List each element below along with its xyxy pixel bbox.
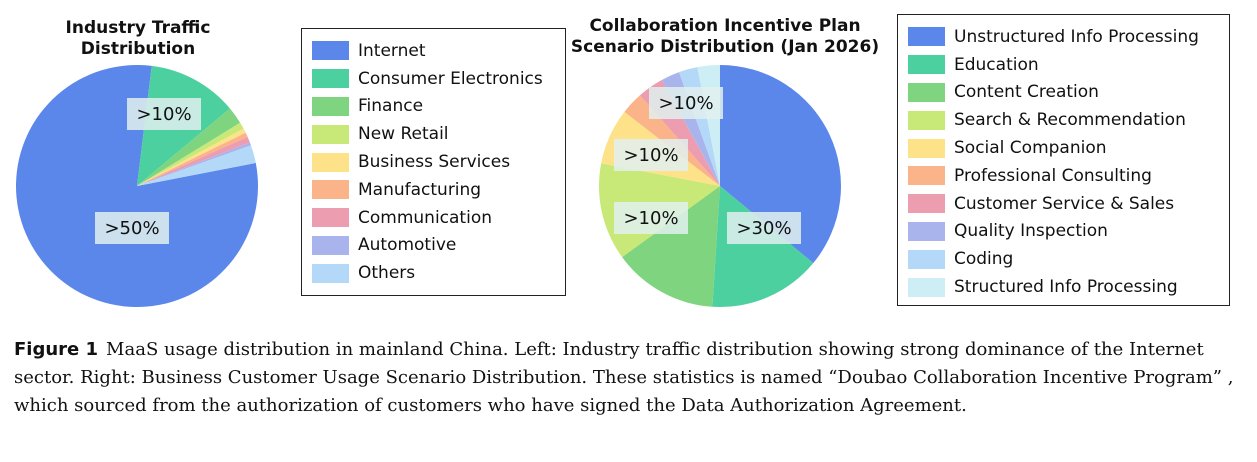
legend-item: Structured Info Processing xyxy=(908,273,1229,301)
legend-label: Automotive xyxy=(358,235,457,256)
legend-swatch xyxy=(312,152,349,172)
legend-item: New Retail xyxy=(312,120,565,148)
slice-label-background xyxy=(127,98,201,130)
legend-item: Business Services xyxy=(312,148,565,176)
pie-slice-others xyxy=(137,145,256,186)
caption-text: MaaS usage distribution in mainland Chin… xyxy=(14,339,1234,416)
legend-item: Others xyxy=(312,259,565,287)
legend-swatch xyxy=(908,55,945,75)
legend-label: Search & Recommendation xyxy=(954,110,1186,131)
legend-swatch xyxy=(312,208,349,228)
legend-label: Structured Info Processing xyxy=(954,277,1178,298)
legend-label: New Retail xyxy=(358,124,449,145)
legend-label: Business Services xyxy=(358,152,511,173)
legend-swatch xyxy=(312,96,349,116)
left-pie-chart: >50% >10% xyxy=(15,65,258,307)
legend-swatch xyxy=(908,82,945,102)
figure-caption: Figure 1 MaaS usage distribution in mainl… xyxy=(14,336,1242,420)
right-chart-title: Collaboration Incentive Plan Scenario Di… xyxy=(570,16,880,57)
legend-item: Social Companion xyxy=(908,134,1229,162)
caption-label: Figure 1 xyxy=(14,339,99,360)
legend-label: Customer Service & Sales xyxy=(954,193,1175,214)
pie-slice-business-services xyxy=(137,128,246,186)
pie-slice-content-creation xyxy=(622,186,720,307)
legend-item: Unstructured Info Processing xyxy=(908,23,1229,51)
slice-label: >30% xyxy=(736,218,791,239)
slice-label-background xyxy=(95,212,169,244)
legend-label: Unstructured Info Processing xyxy=(954,26,1199,47)
pie-slice-internet xyxy=(15,65,258,307)
legend-label: Manufacturing xyxy=(358,179,482,200)
legend-label: Content Creation xyxy=(954,82,1099,103)
legend-swatch xyxy=(312,235,349,255)
legend-swatch xyxy=(312,263,349,283)
slice-label: >50% xyxy=(104,218,159,239)
legend-label: Consumer Electronics xyxy=(358,68,543,89)
slice-label-background xyxy=(614,139,688,171)
legend-label: Education xyxy=(954,54,1039,75)
slice-label-background xyxy=(727,212,801,244)
legend-swatch xyxy=(908,194,945,214)
legend-label: Others xyxy=(358,263,416,284)
legend-swatch xyxy=(908,166,945,186)
left-chart-title: Industry Traffic Distribution xyxy=(65,18,211,59)
legend-item: Automotive xyxy=(312,232,565,260)
legend-item: Customer Service & Sales xyxy=(908,190,1229,218)
legend-item: Communication xyxy=(312,204,565,232)
legend-label: Quality Inspection xyxy=(954,221,1108,242)
legend-swatch xyxy=(908,249,945,269)
pie-charts: >50% >10% >30% >10% >10% >10% xyxy=(15,65,841,307)
legend-swatch xyxy=(312,41,349,61)
slice-label-background xyxy=(649,87,723,119)
legend-item: Consumer Electronics xyxy=(312,65,565,93)
legend-label: Social Companion xyxy=(954,138,1107,159)
legend-item: Professional Consulting xyxy=(908,162,1229,190)
right-legend: Unstructured Info Processing Education Con… xyxy=(897,14,1230,306)
legend-label: Communication xyxy=(358,207,492,228)
slice-label: >10% xyxy=(623,208,678,229)
legend-item: Manufacturing xyxy=(312,176,565,204)
legend-item: Content Creation xyxy=(908,79,1229,107)
legend-swatch xyxy=(908,138,945,158)
left-legend: Internet Consumer Electronics Finance New R… xyxy=(301,28,566,296)
pie-slice-finance xyxy=(137,108,241,186)
legend-item: Quality Inspection xyxy=(908,218,1229,246)
legend-label: Professional Consulting xyxy=(954,165,1152,186)
slice-label: >10% xyxy=(136,104,191,125)
pie-slice-unstructured-info-processing xyxy=(720,65,841,264)
legend-swatch xyxy=(312,69,349,89)
legend-swatch xyxy=(312,124,349,144)
right-pie-chart: >30% >10% >10% >10% xyxy=(599,65,841,307)
legend-item: Coding xyxy=(908,245,1229,273)
legend-swatch xyxy=(908,277,945,297)
legend-label: Coding xyxy=(954,249,1014,270)
legend-label: Internet xyxy=(358,40,426,61)
pie-slice-communication xyxy=(137,136,250,186)
legend-label: Finance xyxy=(358,96,424,117)
legend-item: Education xyxy=(908,51,1229,79)
legend-swatch xyxy=(908,110,945,130)
pie-slice-new-retail xyxy=(137,122,244,186)
slice-label: >10% xyxy=(658,93,713,114)
legend-item: Search & Recommendation xyxy=(908,106,1229,134)
slice-label-background xyxy=(614,202,688,234)
legend-item: Finance xyxy=(312,93,565,121)
pie-slice-manufacturing xyxy=(137,132,248,186)
legend-swatch xyxy=(908,221,945,241)
slice-label: >10% xyxy=(623,145,678,166)
legend-swatch xyxy=(908,27,945,47)
legend-swatch xyxy=(312,180,349,200)
legend-item: Internet xyxy=(312,37,565,65)
pie-slice-automotive xyxy=(137,142,251,186)
